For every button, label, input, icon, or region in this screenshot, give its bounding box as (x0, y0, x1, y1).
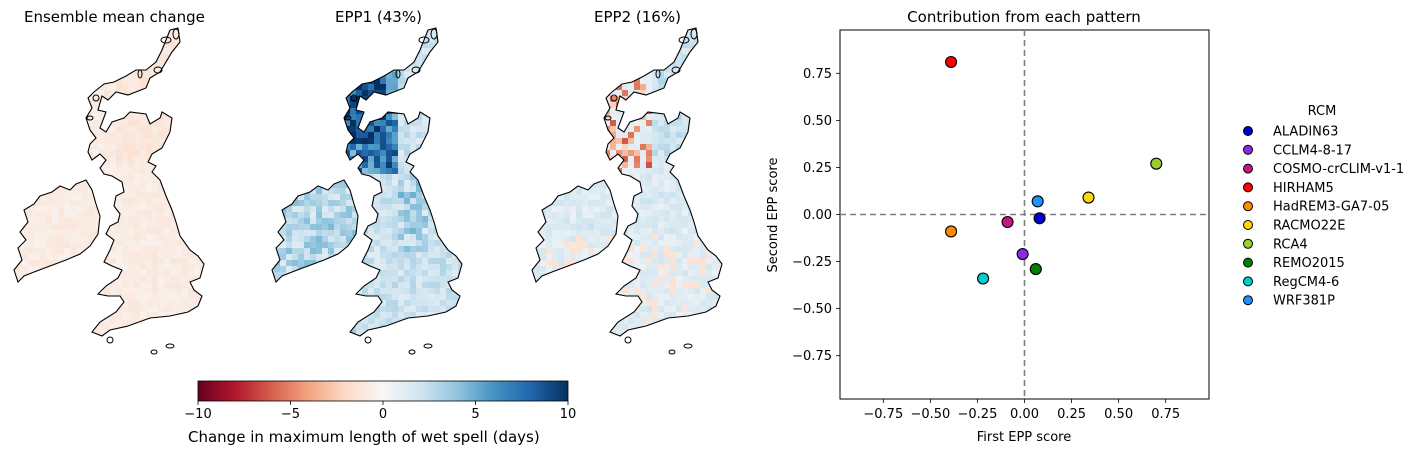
colorbar-tick-label: 5 (471, 407, 479, 422)
legend-label: HIRHAM5 (1273, 181, 1334, 196)
island-outline (430, 28, 438, 40)
colorbar: −10 −5 0 5 10 (184, 380, 577, 422)
x-axis-label: First EPP score (977, 430, 1071, 445)
colorbar-tick-label: 10 (560, 407, 577, 422)
point-remo2015 (1029, 263, 1042, 276)
island-outline (668, 349, 676, 355)
point-regcm4-6 (977, 272, 990, 285)
island-outline (160, 36, 172, 44)
island-outline (106, 336, 114, 344)
y-tick-label: 0.00 (803, 208, 832, 223)
y-tick-label: −0.50 (792, 302, 832, 317)
legend-label: RegCM4-6 (1273, 275, 1339, 290)
legend-marker (1243, 276, 1253, 287)
island-outline (350, 94, 358, 102)
point-rca4 (1150, 157, 1163, 170)
point-aladin63 (1033, 212, 1046, 225)
point-wrf381p (1031, 195, 1044, 208)
island-outline (408, 349, 416, 355)
island-outline (423, 343, 433, 349)
island-outline (395, 69, 401, 79)
colorbar-gradient (197, 380, 569, 402)
chart-title: Contribution from each pattern (907, 8, 1141, 26)
island-outline (655, 69, 661, 79)
map-ensemble-mean (13, 27, 205, 355)
map-title-epp1: EPP1 (43%) (335, 8, 422, 26)
island-outline (150, 349, 158, 355)
y-tick-label: 0.50 (803, 114, 832, 129)
island-outline (683, 343, 693, 349)
legend-marker (1243, 238, 1253, 249)
point-hirham5 (945, 55, 958, 69)
point-cclm4-8-17 (1016, 247, 1029, 261)
island-outline (678, 36, 690, 44)
legend-marker (1243, 163, 1253, 174)
island-outline (411, 66, 421, 74)
island-outline (604, 115, 612, 121)
colorbar-tick-label: 0 (379, 407, 387, 422)
point-hadrem3-ga7-05 (945, 225, 958, 238)
legend-label: RCA4 (1273, 237, 1308, 252)
colorbar-label: Change in maximum length of wet spell (d… (188, 428, 540, 446)
legend-label: RACMO22E (1273, 219, 1345, 234)
x-tick-label: 0.75 (1151, 407, 1180, 422)
legend-label: COSMO-crCLIM-v1-1 (1273, 162, 1404, 177)
island-outline (86, 115, 94, 121)
island-outline (671, 66, 681, 74)
legend-label: CCLM4-8-17 (1273, 143, 1352, 158)
y-tick-label: 0.25 (803, 161, 832, 176)
legend-marker (1243, 295, 1253, 306)
legend-label: REMO2015 (1273, 256, 1345, 271)
island-outline (624, 336, 632, 344)
point-racmo22e (1082, 191, 1095, 204)
island-outline (690, 28, 698, 40)
x-tick-label: −0.75 (863, 407, 903, 422)
legend-label: HadREM3-GA7-05 (1273, 200, 1389, 215)
map-title-epp2: EPP2 (16%) (594, 8, 681, 26)
legend-label: ALADIN63 (1273, 125, 1338, 140)
island-outline (165, 343, 175, 349)
island-outline (92, 94, 100, 102)
island-outline (364, 336, 372, 344)
legend-marker (1243, 126, 1253, 136)
map-title-mean: Ensemble mean change (24, 8, 205, 26)
legend-marker (1243, 182, 1253, 193)
y-tick-label: 0.75 (803, 67, 832, 82)
map-panels (13, 27, 723, 355)
y-tick-label: −0.75 (792, 349, 832, 364)
plot-area (839, 29, 1210, 400)
legend-marker (1243, 220, 1253, 230)
legend-marker (1243, 201, 1253, 212)
island-outline (172, 28, 180, 40)
legend-title: RCM (1308, 104, 1337, 119)
map-epp1 (271, 27, 463, 355)
legend: ALADIN63 CCLM4-8-17 COSMO-crCLIM-v1-1 HIRHA… (1243, 125, 1404, 309)
island-outline (153, 66, 163, 74)
x-tick-label: 0.50 (1104, 407, 1133, 422)
island-outline (137, 69, 143, 79)
island-outline (610, 94, 618, 102)
legend-marker (1243, 144, 1253, 155)
point-cosmo-crclim-v1-1 (1001, 215, 1014, 229)
y-tick-label: −0.25 (792, 255, 832, 270)
colorbar-tick-label: −10 (184, 407, 211, 422)
x-tick-label: 0.00 (1010, 407, 1039, 422)
island-outline (418, 36, 430, 44)
legend-label: WRF381P (1273, 294, 1335, 309)
island-outline (344, 115, 352, 121)
x-tick-label: 0.25 (1057, 407, 1086, 422)
x-tick-label: −0.25 (958, 407, 998, 422)
map-epp2 (531, 27, 723, 355)
legend-marker (1243, 257, 1253, 268)
x-tick-label: −0.50 (910, 407, 950, 422)
colorbar-tick-label: −5 (281, 407, 300, 422)
